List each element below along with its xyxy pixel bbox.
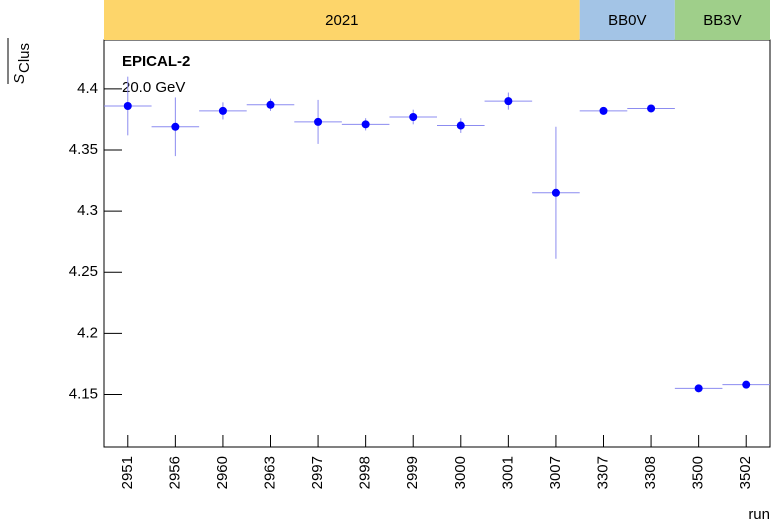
annotation: EPICAL-2 xyxy=(122,53,190,70)
y-tick-label: 4.4 xyxy=(77,80,98,97)
x-axis-label: run xyxy=(748,506,770,523)
y-tick-label: 4.3 xyxy=(77,202,98,219)
data-point xyxy=(647,104,656,113)
data-point xyxy=(504,97,513,106)
data-point xyxy=(409,113,418,121)
x-tick-label: 2960 xyxy=(214,456,231,489)
x-tick-label: 2999 xyxy=(404,456,421,489)
data-point xyxy=(551,188,560,197)
data-point xyxy=(314,117,323,126)
period-band xyxy=(579,0,675,40)
y-tick-label: 4.35 xyxy=(69,141,98,158)
annotation: 20.0 GeV xyxy=(122,79,185,96)
data-point xyxy=(742,380,751,389)
x-tick-label: 3502 xyxy=(737,456,754,489)
y-tick-label: 4.25 xyxy=(69,263,98,280)
period-band xyxy=(674,0,770,40)
x-tick-label: 3307 xyxy=(594,456,611,489)
data-point xyxy=(171,122,180,131)
x-tick-label: 2956 xyxy=(166,456,183,489)
x-tick-label: 2951 xyxy=(119,456,136,489)
period-label: 2021 xyxy=(325,12,358,29)
data-point xyxy=(218,106,227,115)
x-tick-label: 3500 xyxy=(690,456,707,489)
y-label-main: S xyxy=(11,74,28,84)
y-label-sub: Clus xyxy=(16,43,33,73)
y-tick-label: 4.15 xyxy=(69,385,98,402)
x-tick-label: 2998 xyxy=(357,456,374,489)
y-axis-label: S Clus xyxy=(7,38,33,84)
data-point xyxy=(123,102,132,110)
data-point xyxy=(266,100,275,109)
data-point xyxy=(599,106,608,115)
period-band xyxy=(104,0,580,40)
period-label: BB3V xyxy=(703,12,741,29)
x-tick-label: 3007 xyxy=(547,456,564,489)
data-point xyxy=(456,121,465,130)
period-label: BB0V xyxy=(608,12,646,29)
x-tick-label: 3308 xyxy=(642,456,659,489)
x-tick-label: 3001 xyxy=(499,456,516,489)
x-tick-label: 3000 xyxy=(452,456,469,489)
plot-frame xyxy=(103,39,771,448)
y-tick-label: 4.2 xyxy=(77,324,98,341)
data-point xyxy=(361,120,370,129)
x-tick-label: 2997 xyxy=(309,456,326,489)
data-point xyxy=(694,384,703,393)
x-tick-label: 2963 xyxy=(261,456,278,489)
